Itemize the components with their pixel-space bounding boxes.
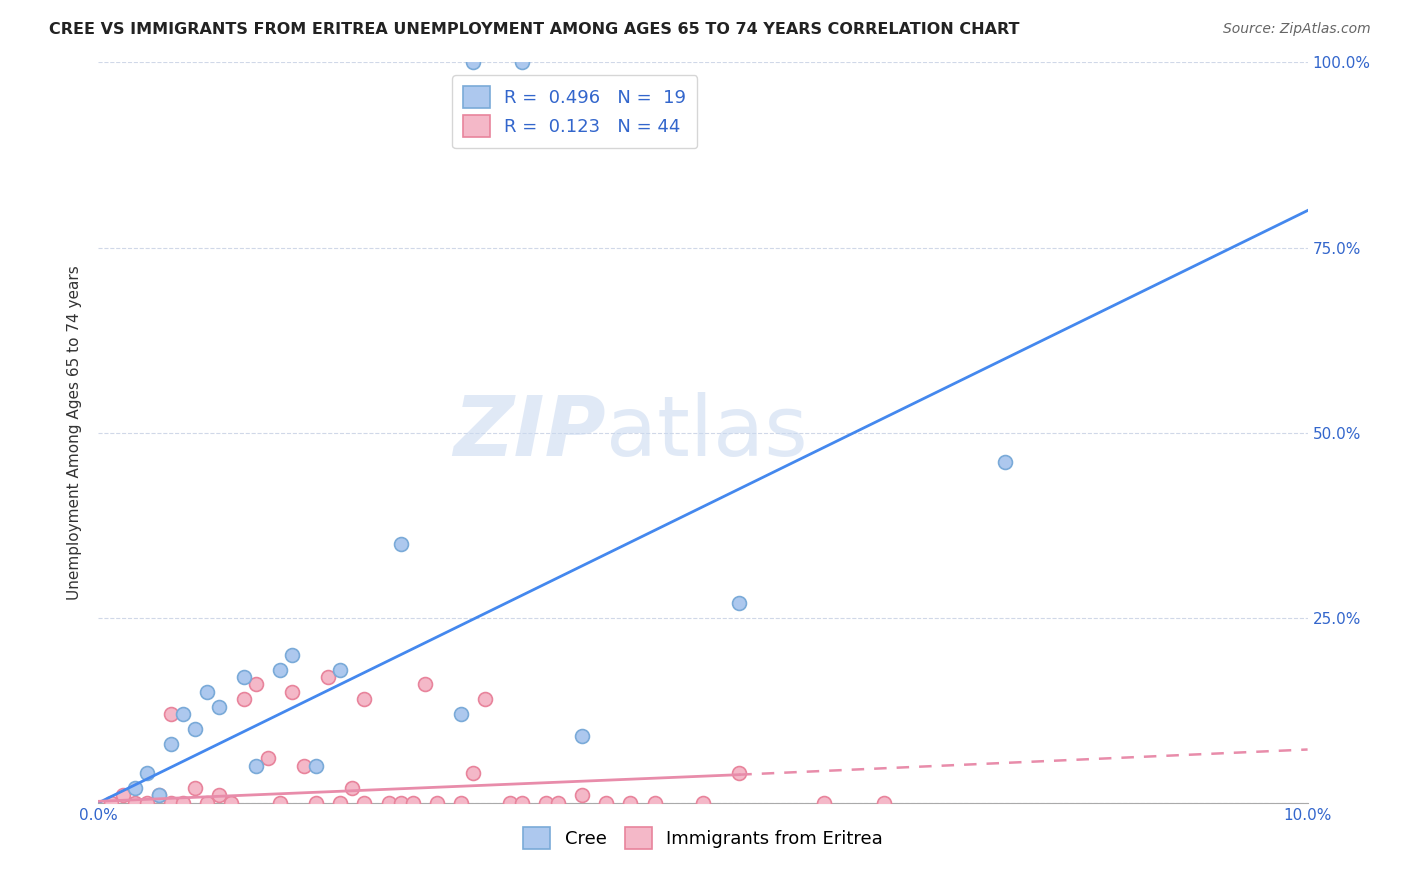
Point (221, 796, 243, 810)
Point (498, 796, 520, 810)
Point (450, 796, 472, 810)
Point (994, 455, 1017, 469)
Point (148, 789, 170, 803)
Point (353, 796, 375, 810)
Point (316, 670, 339, 684)
Point (208, 699, 231, 714)
Point (450, 706, 472, 721)
Point (534, 796, 557, 810)
Text: CREE VS IMMIGRANTS FROM ERITREA UNEMPLOYMENT AMONG AGES 65 TO 74 YEARS CORRELATI: CREE VS IMMIGRANTS FROM ERITREA UNEMPLOY… (49, 22, 1019, 37)
Text: ZIP: ZIP (454, 392, 606, 473)
Point (208, 789, 231, 803)
Point (571, 729, 593, 743)
Point (256, 751, 278, 765)
Point (232, 692, 254, 706)
Point (474, 692, 496, 706)
Point (172, 796, 194, 810)
Point (692, 796, 714, 810)
Point (342, 780, 364, 795)
Point (281, 685, 304, 699)
Y-axis label: Unemployment Among Ages 65 to 74 years: Unemployment Among Ages 65 to 74 years (67, 265, 83, 600)
Point (124, 796, 146, 810)
Point (873, 796, 896, 810)
Point (172, 706, 194, 721)
Point (813, 796, 835, 810)
Point (148, 789, 170, 803)
Text: Source: ZipAtlas.com: Source: ZipAtlas.com (1223, 22, 1371, 37)
Point (305, 796, 328, 810)
Point (389, 536, 412, 550)
Point (245, 758, 267, 772)
Point (281, 648, 304, 662)
Point (184, 780, 207, 795)
Point (402, 796, 425, 810)
Point (269, 796, 291, 810)
Point (463, 766, 485, 780)
Point (124, 780, 146, 795)
Point (510, 796, 533, 810)
Point (595, 796, 617, 810)
Point (160, 706, 183, 721)
Point (571, 789, 593, 803)
Point (292, 758, 315, 772)
Point (195, 796, 218, 810)
Point (160, 737, 183, 751)
Legend: Cree, Immigrants from Eritrea: Cree, Immigrants from Eritrea (516, 821, 890, 856)
Point (184, 722, 207, 736)
Point (232, 670, 254, 684)
Point (195, 685, 218, 699)
Point (135, 796, 157, 810)
Point (305, 758, 328, 772)
Point (547, 796, 569, 810)
Point (160, 796, 183, 810)
Point (329, 663, 352, 677)
Point (389, 796, 412, 810)
Point (413, 677, 436, 691)
Point (100, 796, 122, 810)
Point (353, 692, 375, 706)
Point (510, 55, 533, 70)
Point (245, 677, 267, 691)
Point (728, 596, 751, 610)
Point (111, 789, 134, 803)
Text: atlas: atlas (606, 392, 808, 473)
Point (728, 766, 751, 780)
Point (135, 766, 157, 780)
Point (463, 55, 485, 70)
Point (377, 796, 399, 810)
Point (619, 796, 641, 810)
Point (269, 663, 291, 677)
Point (426, 796, 449, 810)
Point (329, 796, 352, 810)
Point (644, 796, 666, 810)
